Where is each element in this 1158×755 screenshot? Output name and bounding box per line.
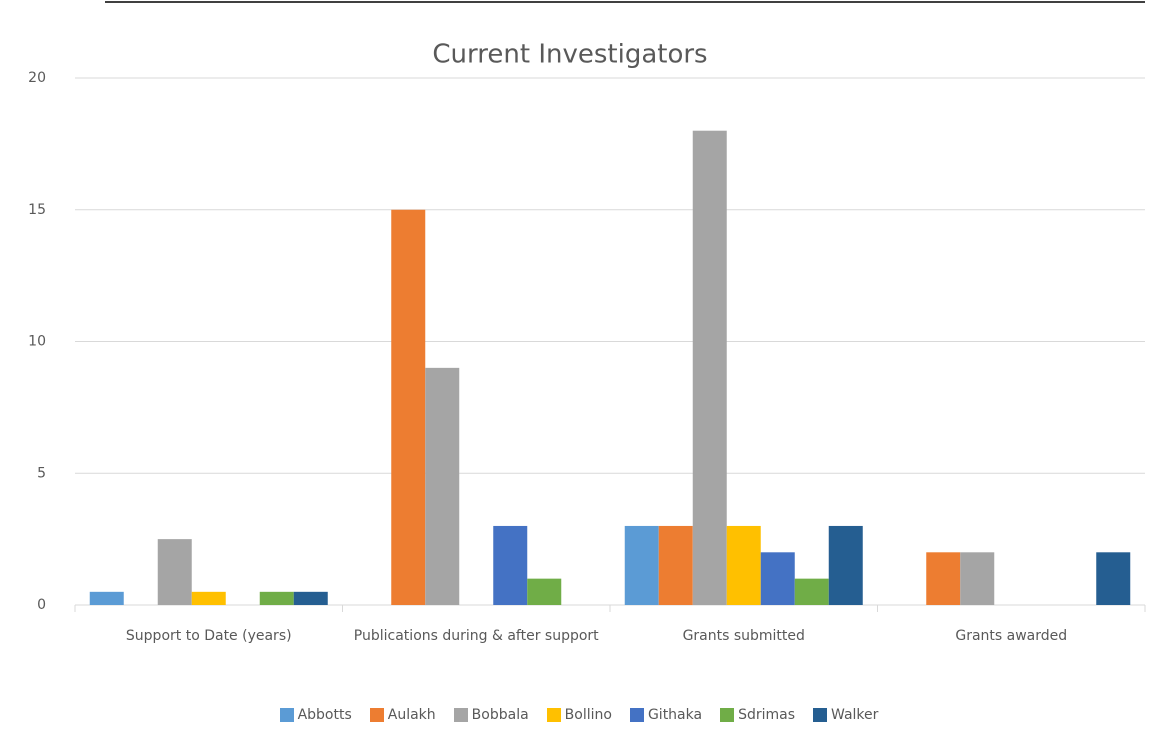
bar	[89, 591, 124, 605]
legend-item: Walker	[813, 707, 878, 723]
bar	[391, 209, 426, 605]
bar	[658, 525, 693, 605]
legend-label: Bollino	[564, 707, 612, 723]
legend-swatch	[629, 708, 644, 722]
legend-label: Aulakh	[387, 707, 436, 723]
legend-item: Bollino	[546, 707, 612, 723]
x-tick-label: Support to Date (years)	[125, 628, 292, 644]
legend-swatch	[279, 708, 294, 722]
legend-swatch	[720, 708, 735, 722]
bar	[828, 525, 863, 605]
bar	[425, 367, 460, 605]
x-tick-label: Grants awarded	[955, 628, 1068, 644]
legend-item: Sdrimas	[720, 707, 795, 723]
legend-swatch	[369, 708, 384, 722]
legend: Abbotts Aulakh Bobbala Bollino Githaka Sdrima…	[0, 707, 1158, 723]
bar	[760, 552, 795, 605]
bar	[157, 539, 192, 605]
y-tick-label: 5	[37, 465, 46, 481]
bar	[1096, 552, 1131, 605]
bar	[493, 525, 528, 605]
x-tick-label: Grants submitted	[682, 628, 805, 644]
legend-swatch	[813, 708, 828, 722]
legend-label: Githaka	[647, 707, 703, 723]
y-tick-label: 15	[28, 202, 46, 218]
legend-label: Sdrimas	[738, 707, 796, 723]
legend-item: Abbotts	[279, 707, 352, 723]
legend-label: Bobbala	[471, 707, 529, 723]
x-tick-label: Publications during & after support	[353, 628, 599, 644]
bar	[259, 591, 294, 605]
bar	[191, 591, 226, 605]
y-tick-label: 0	[37, 597, 46, 613]
bar	[527, 578, 562, 605]
bar	[726, 525, 761, 605]
bar	[926, 552, 961, 605]
legend-label: Abbotts	[297, 707, 352, 723]
bar	[794, 578, 829, 605]
legend-swatch	[546, 708, 561, 722]
bar	[960, 552, 995, 605]
bar	[293, 591, 328, 605]
bar	[692, 130, 727, 605]
legend-swatch	[453, 708, 468, 722]
legend-item: Githaka	[629, 707, 703, 723]
bar	[624, 525, 659, 605]
y-tick-label: 20	[28, 70, 46, 86]
legend-label: Walker	[831, 707, 879, 723]
y-tick-label: 10	[28, 334, 46, 350]
legend-item: Bobbala	[453, 707, 529, 723]
chart-title: Current Investigators	[432, 40, 707, 70]
legend-item: Aulakh	[369, 707, 436, 723]
